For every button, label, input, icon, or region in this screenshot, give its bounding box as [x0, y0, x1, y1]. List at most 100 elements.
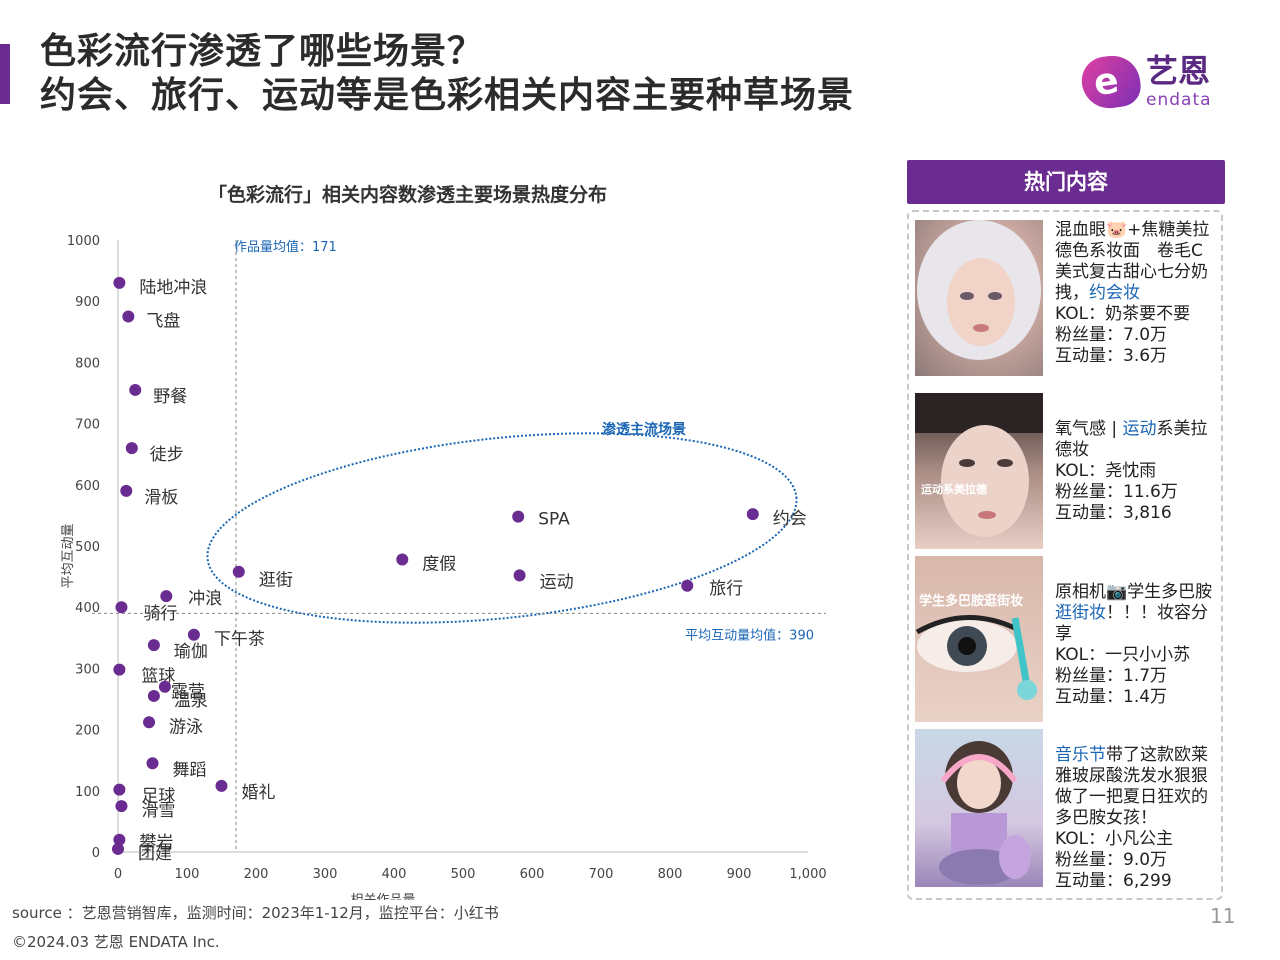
scatter-point — [513, 569, 526, 582]
card-kol: KOL：小凡公主 — [1055, 829, 1174, 849]
face-portrait-icon — [915, 393, 1043, 537]
point-label: 游泳 — [169, 717, 203, 737]
scatter-point — [115, 601, 128, 614]
x-tick-label: 0 — [114, 867, 122, 882]
scatter-point — [158, 680, 171, 693]
y-tick-label: 400 — [75, 601, 100, 616]
cluster-ellipse — [206, 432, 798, 624]
eye-closeup-icon — [915, 615, 1037, 700]
card-highlight: 约会妆 — [1089, 283, 1140, 303]
scatter-point — [396, 553, 409, 566]
scatter-point — [681, 579, 694, 592]
scatter-point — [129, 383, 142, 396]
point-label: 温泉 — [174, 691, 208, 711]
y-tick-label: 1000 — [67, 234, 100, 249]
x-tick-label: 200 — [244, 867, 269, 882]
scatter-point — [113, 783, 126, 796]
x-tick-label: 800 — [658, 867, 683, 882]
page-title: 色彩流行渗透了哪些场景？ 约会、旅行、运动等是色彩相关内容主要种草场景 — [40, 30, 854, 118]
endata-logo: e 艺恩 endata — [1078, 50, 1232, 116]
y-tick-label: 0 — [92, 846, 100, 861]
point-label: 瑜伽 — [174, 642, 208, 662]
x-tick-label: 400 — [382, 867, 407, 882]
content-card[interactable]: 音乐节带了这款欧莱雅玻尿酸洗发水狠狠做了一把夏日狂欢的多巴胺女孩！ KOL：小凡… — [915, 729, 1220, 899]
point-label: 旅行 — [709, 579, 743, 599]
y-tick-label: 900 — [75, 295, 100, 310]
y-tick-label: 100 — [75, 785, 100, 800]
point-label: 度假 — [422, 554, 456, 574]
page-title-line2: 约会、旅行、运动等是色彩相关内容主要种草场景 — [40, 75, 855, 116]
scatter-point — [232, 565, 245, 578]
logo-mark-icon: e — [1078, 52, 1144, 112]
card-kol: KOL：一只小小苏 — [1055, 645, 1191, 665]
point-label: 团建 — [138, 844, 172, 864]
content-card[interactable]: 混血眼🐷+焦糖美拉德色系妆面 卷毛C美式复古甜心七分奶拽，约会妆 KOL：奶茶要… — [915, 220, 1220, 380]
y-axis-title: 平均互动量 — [61, 523, 76, 588]
x-tick-label: 1,000 — [789, 867, 826, 882]
scatter-point — [746, 508, 759, 521]
girl-portrait-icon — [939, 741, 1031, 885]
card-interactions: 互动量：6,299 — [1055, 871, 1172, 891]
card-text: 原相机📷学生多巴胺逛街妆！！！妆容分享 KOL：一只小小苏 粉丝量：1.7万 互… — [1055, 582, 1215, 708]
scatter-point — [112, 842, 124, 855]
face-portrait-icon — [917, 220, 1041, 360]
point-label: 滑雪 — [141, 801, 175, 821]
logo-text-en: endata — [1146, 90, 1212, 110]
scatter-point — [187, 628, 200, 641]
point-label: SPA — [538, 510, 570, 530]
point-label: 露营 — [171, 682, 205, 702]
x-tick-label: 700 — [589, 867, 614, 882]
card-highlight: 音乐节 — [1055, 745, 1106, 765]
scatter-point — [113, 833, 126, 846]
point-label: 婚礼 — [242, 783, 276, 803]
accent-bar — [0, 44, 10, 104]
scatter-point — [120, 484, 133, 497]
card-text-b: 带了这款欧莱雅玻尿酸洗发水狠狠做了一把夏日狂欢的多巴胺女孩！ — [1055, 745, 1208, 828]
x-tick-label: 100 — [175, 867, 200, 882]
thumbnail-image — [915, 220, 1043, 376]
card-fans: 粉丝量：7.0万 — [1055, 325, 1168, 345]
card-text: 氧气感 | 运动系美拉德妆 KOL：尧忱雨 粉丝量：11.6万 互动量：3,81… — [1055, 419, 1215, 524]
chart-title: 「色彩流行」相关内容数渗透主要场景热度分布 — [208, 184, 608, 206]
card-interactions: 互动量：3.6万 — [1055, 346, 1168, 366]
card-interactions: 互动量：1.4万 — [1055, 687, 1168, 707]
card-fans: 粉丝量：9.0万 — [1055, 850, 1168, 870]
card-highlight: 逛街妆 — [1055, 603, 1106, 623]
x-mean-label: 作品量均值：171 — [234, 239, 337, 255]
card-text-a: 混血眼🐷+焦糖美拉德色系妆面 卷毛C美式复古甜心七分奶拽， — [1055, 220, 1210, 303]
thumbnail-image — [915, 729, 1043, 887]
scatter-point — [122, 310, 135, 323]
card-text-a: 氧气感 | — [1055, 419, 1123, 439]
point-label: 滑板 — [144, 488, 178, 508]
y-mean-label: 平均互动量均值：390 — [685, 627, 814, 643]
card-kol: KOL：尧忱雨 — [1055, 461, 1157, 481]
point-label: 徒步 — [150, 445, 184, 465]
scatter-point — [113, 663, 126, 676]
y-tick-label: 800 — [75, 356, 100, 371]
point-label: 舞蹈 — [173, 760, 207, 780]
point-label: 运动 — [540, 572, 574, 592]
y-tick-label: 600 — [75, 479, 100, 494]
thumbnail-image: 学生多巴胺逛街妆 — [915, 556, 1043, 722]
scatter-point — [143, 716, 156, 729]
cluster-label: 渗透主流场景 — [602, 421, 686, 438]
content-card[interactable]: 运动系美拉德 氧气感 | 运动系美拉德妆 KOL：尧忱雨 粉丝量：11.6万 互… — [915, 393, 1220, 551]
x-tick-label: 900 — [727, 867, 752, 882]
hot-content-panel — [907, 210, 1223, 900]
thumbnail-image: 运动系美拉德 — [915, 393, 1043, 549]
card-description: 音乐节带了这款欧莱雅玻尿酸洗发水狠狠做了一把夏日狂欢的多巴胺女孩！ — [1055, 745, 1215, 829]
card-description: 原相机📷学生多巴胺逛街妆！！！妆容分享 — [1055, 582, 1215, 645]
point-label: 逛街 — [259, 571, 293, 591]
content-card[interactable]: 学生多巴胺逛街妆 原相机📷学生多巴胺逛街妆！！！妆容分享 KOL：一只小小苏 粉… — [915, 556, 1220, 724]
card-text-b: ！！！妆容分享 — [1055, 603, 1208, 644]
card-text-b: 系美拉德妆 — [1055, 419, 1208, 460]
logo-mark-letter: e — [1091, 60, 1122, 105]
y-tick-label: 700 — [75, 418, 100, 433]
scatter-point — [147, 689, 160, 702]
source-note: source ：艺恩营销智库，监测时间：2023年1-12月，监控平台：小红书 — [12, 904, 499, 922]
x-tick-label: 500 — [451, 867, 476, 882]
card-description: 氧气感 | 运动系美拉德妆 — [1055, 419, 1215, 461]
scatter-point — [147, 639, 160, 652]
card-fans: 粉丝量：11.6万 — [1055, 482, 1178, 502]
x-tick-label: 600 — [520, 867, 545, 882]
